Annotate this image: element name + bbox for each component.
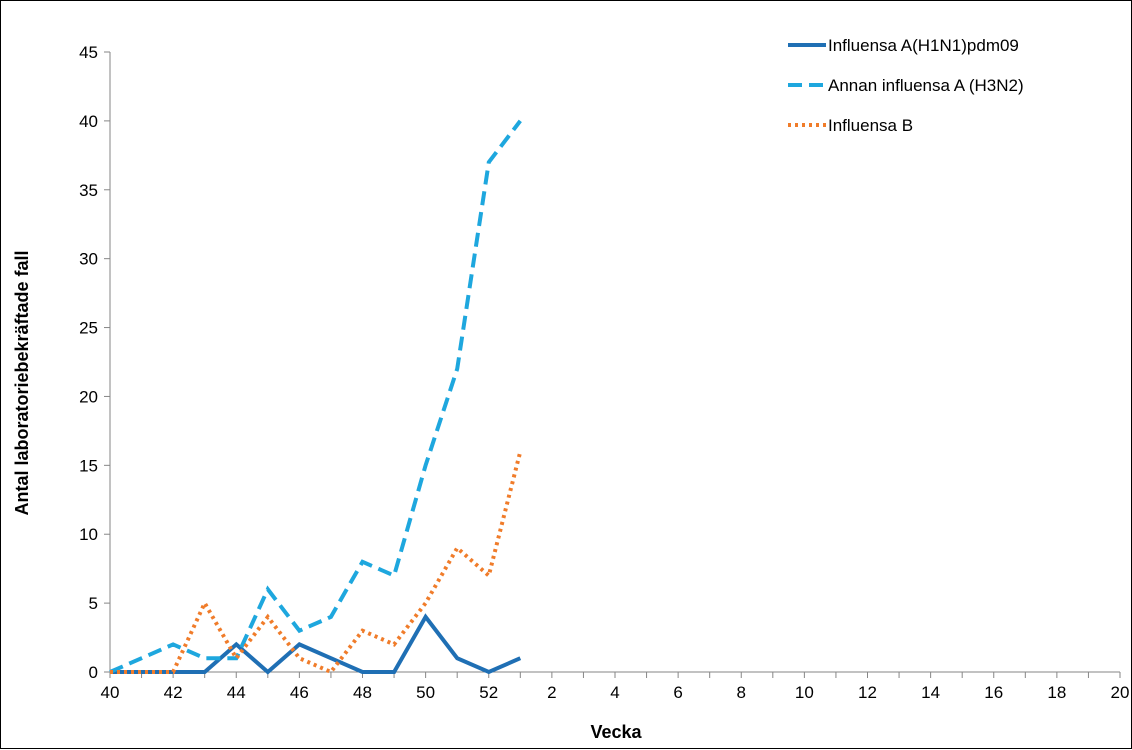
y-tick-label: 0 [89,663,98,682]
x-tick-label: 44 [227,683,246,702]
x-tick-label: 52 [479,683,498,702]
y-tick-label: 20 [79,387,98,406]
x-tick-label: 48 [353,683,372,702]
legend-label: Influensa A(H1N1)pdm09 [828,36,1019,55]
x-tick-label: 14 [921,683,940,702]
x-tick-label: 42 [164,683,183,702]
y-tick-label: 45 [79,43,98,62]
x-tick-label: 2 [547,683,556,702]
x-tick-label: 12 [858,683,877,702]
y-tick-label: 5 [89,594,98,613]
series-line-2 [110,121,520,672]
x-axis-title: Vecka [590,722,642,742]
x-tick-label: 16 [984,683,1003,702]
x-tick-label: 40 [101,683,120,702]
x-tick-label: 10 [795,683,814,702]
legend: Influensa A(H1N1)pdm09 Annan influensa A … [788,36,1024,135]
x-tick-label: 18 [1047,683,1066,702]
x-tick-label: 50 [416,683,435,702]
y-tick-label: 35 [79,181,98,200]
y-tick-label: 25 [79,319,98,338]
y-tick-label: 15 [79,456,98,475]
x-tick-label: 46 [290,683,309,702]
y-tick-label: 40 [79,112,98,131]
x-tick-label: 20 [1111,683,1130,702]
legend-label: Annan influensa A (H3N2) [828,76,1024,95]
x-tick-label: 8 [737,683,746,702]
series-line-3 [110,452,520,672]
x-tick-label: 4 [610,683,619,702]
legend-label: Influensa B [828,116,913,135]
y-tick-label: 30 [79,250,98,269]
y-tick-label: 10 [79,525,98,544]
series-lines [110,121,521,672]
y-axis-title: Antal laboratoriebekräftade fall [12,250,32,515]
x-tick-label: 6 [673,683,682,702]
